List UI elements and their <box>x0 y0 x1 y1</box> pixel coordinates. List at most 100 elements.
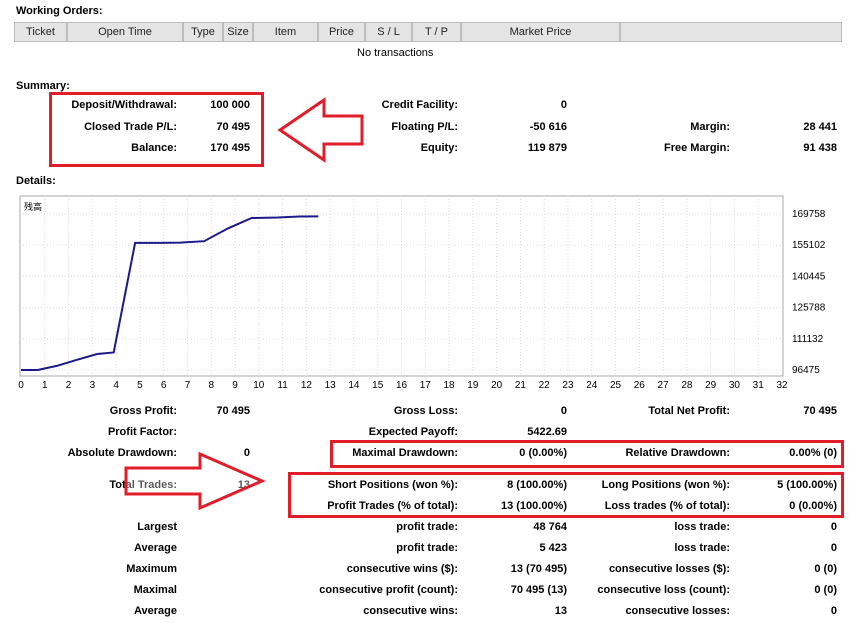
summary-highlight-box <box>49 92 264 167</box>
stats-label-2: consecutive losses: <box>625 605 730 617</box>
x-tick-label: 11 <box>277 380 288 391</box>
maximal-drawdown-label: Maximal Drawdown: <box>352 447 458 459</box>
col-item[interactable]: Item <box>253 22 318 42</box>
stats-label-2: consecutive losses ($): <box>608 563 730 575</box>
credit-facility-label: Credit Facility: <box>381 99 458 111</box>
col-open-time[interactable]: Open Time <box>67 22 183 42</box>
x-tick-label: 32 <box>776 380 788 391</box>
x-tick-label: 29 <box>705 380 717 391</box>
total-net-profit-label: Total Net Profit: <box>648 405 730 417</box>
absolute-drawdown-value: 0 <box>243 447 250 459</box>
stats-value-1: 5 423 <box>539 542 567 554</box>
balance-label: Balance: <box>131 142 177 154</box>
maximal-drawdown-value: 0 (0.00%) <box>519 447 567 459</box>
y-tick-label: 111132 <box>792 334 824 345</box>
x-tick-label: 25 <box>610 380 622 391</box>
col-ticket[interactable]: Ticket <box>14 22 67 42</box>
x-tick-label: 13 <box>325 380 337 391</box>
y-tick-label: 140445 <box>792 271 826 282</box>
balance-value: 170 495 <box>210 142 250 154</box>
stats-value-1: 13 <box>554 605 567 617</box>
x-tick-label: 9 <box>232 380 238 391</box>
stats-value-2: 0 (0) <box>814 584 837 596</box>
stats-value-2: 0 <box>830 542 837 554</box>
x-tick-label: 16 <box>396 380 408 391</box>
col-price[interactable]: Price <box>318 22 365 42</box>
credit-facility-value: 0 <box>560 99 567 111</box>
y-tick-label: 155102 <box>792 240 826 251</box>
x-tick-label: 23 <box>562 380 574 391</box>
stats-value-2: 0 <box>830 605 837 617</box>
x-tick-label: 12 <box>301 380 313 391</box>
gross-loss-label: Gross Loss: <box>393 405 458 417</box>
x-tick-label: 22 <box>539 380 551 391</box>
summary-title: Summary: <box>16 80 70 92</box>
x-tick-label: 31 <box>753 380 765 391</box>
deposit-label: Deposit/Withdrawal: <box>71 99 177 111</box>
equity-label: Equity: <box>420 142 458 154</box>
free-margin-label: Free Margin: <box>663 142 730 154</box>
x-tick-label: 15 <box>372 380 384 391</box>
col-sl[interactable]: S / L <box>365 22 412 42</box>
details-title: Details: <box>16 175 56 187</box>
x-tick-label: 1 <box>42 380 48 391</box>
long-positions-label: Long Positions (won %): <box>601 479 730 491</box>
stats-label-1: consecutive wins ($): <box>346 563 458 575</box>
stats-label-2: consecutive loss (count): <box>597 584 730 596</box>
balance-series-line <box>21 215 319 371</box>
expected-payoff-value: 5422.69 <box>527 426 567 438</box>
x-tick-label: 2 <box>66 380 72 391</box>
relative-drawdown-value: 0.00% (0) <box>789 447 837 459</box>
margin-value: 28 441 <box>803 121 837 133</box>
relative-drawdown-label: Relative Drawdown: <box>625 447 730 459</box>
gross-loss-value: 0 <box>560 405 567 417</box>
stats-label-1: consecutive profit (count): <box>319 584 458 596</box>
col-tp[interactable]: T / P <box>412 22 461 42</box>
x-tick-label: 7 <box>185 380 191 391</box>
drawdown-highlight-box <box>330 440 844 468</box>
deposit-value: 100 000 <box>210 99 250 111</box>
x-tick-label: 14 <box>348 380 360 391</box>
gross-profit-value: 70 495 <box>216 405 250 417</box>
total-net-profit-value: 70 495 <box>803 405 837 417</box>
y-tick-label: 125788 <box>792 303 826 314</box>
y-axis-ticks: 169758 155102 140445 125788 111132 96475 <box>792 209 826 376</box>
col-type[interactable]: Type <box>183 22 223 42</box>
x-tick-label: 19 <box>467 380 479 391</box>
x-tick-label: 26 <box>634 380 646 391</box>
floating-pl-value: -50 616 <box>529 121 567 133</box>
x-tick-label: 10 <box>253 380 265 391</box>
col-market-price[interactable]: Market Price <box>461 22 620 42</box>
stats-category: Average <box>133 605 177 617</box>
gross-profit-label: Gross Profit: <box>109 405 177 417</box>
x-tick-label: 24 <box>586 380 598 391</box>
left-arrow-icon <box>277 97 364 163</box>
x-tick-label: 8 <box>208 380 214 391</box>
x-tick-label: 4 <box>113 380 119 391</box>
stats-category: Largest <box>137 521 177 533</box>
x-tick-label: 18 <box>444 380 456 391</box>
chart-grid <box>20 196 783 376</box>
floating-pl-label: Floating P/L: <box>391 121 458 133</box>
expected-payoff-label: Expected Payoff: <box>368 426 458 438</box>
x-tick-label: 5 <box>137 380 143 391</box>
margin-label: Margin: <box>690 121 730 133</box>
short-positions-label: Short Positions (won %): <box>327 479 458 491</box>
x-tick-label: 20 <box>491 380 503 391</box>
profit-factor-label: Profit Factor: <box>107 426 177 438</box>
loss-trades-label: Loss trades (% of total): <box>604 500 730 512</box>
x-tick-label: 27 <box>658 380 670 391</box>
x-tick-label: 21 <box>515 380 527 391</box>
closed-pl-value: 70 495 <box>216 121 250 133</box>
y-tick-label: 96475 <box>792 365 820 376</box>
col-blank <box>620 22 842 42</box>
profit-trades-value: 13 (100.00%) <box>500 500 567 512</box>
stats-value-1: 13 (70 495) <box>510 563 567 575</box>
col-size[interactable]: Size <box>223 22 253 42</box>
stats-value-1: 70 495 (13) <box>510 584 567 596</box>
x-axis-ticks: 0 1 2 3 4 5 6 7 8 9 10 11 12 13 14 15 16 17 18 19 20 21 22 23 24… <box>18 380 788 391</box>
working-orders-title: Working Orders: <box>16 5 103 17</box>
stats-label-2: loss trade: <box>674 542 730 554</box>
stats-label-1: profit trade: <box>396 521 458 533</box>
